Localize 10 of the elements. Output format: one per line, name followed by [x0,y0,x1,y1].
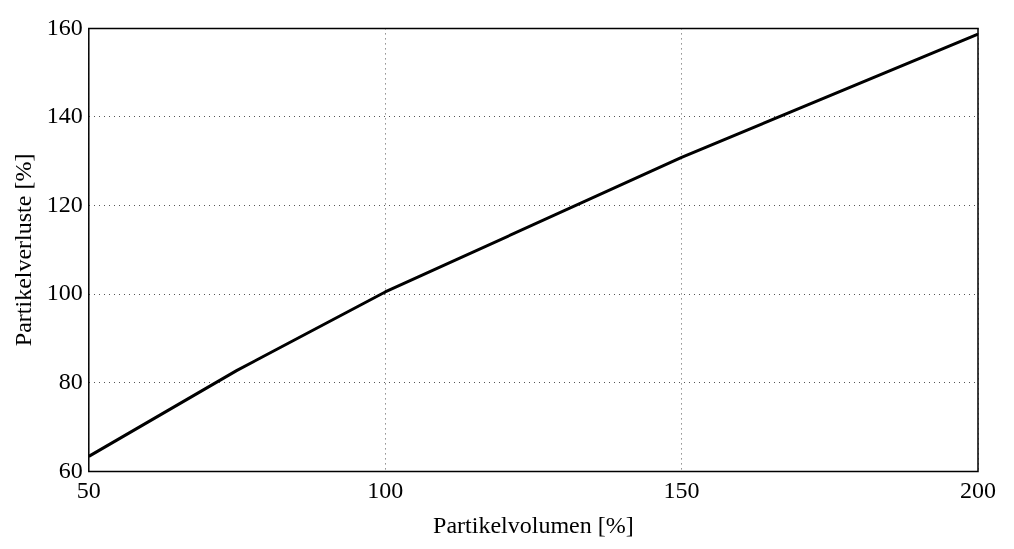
x-axis-title: Partikelvolumen [%] [433,511,634,538]
x-tick-label: 150 [663,477,700,504]
x-tick-label: 100 [367,477,404,504]
y-tick-label: 140 [46,102,83,129]
y-tick-label: 100 [46,279,83,306]
y-tick-label: 120 [46,190,83,217]
y-tick-label: 80 [58,368,83,395]
y-tick-label: 160 [46,13,83,40]
y-axis-title: Partikelverluste [%] [9,153,36,347]
x-tick-label: 200 [960,477,996,504]
